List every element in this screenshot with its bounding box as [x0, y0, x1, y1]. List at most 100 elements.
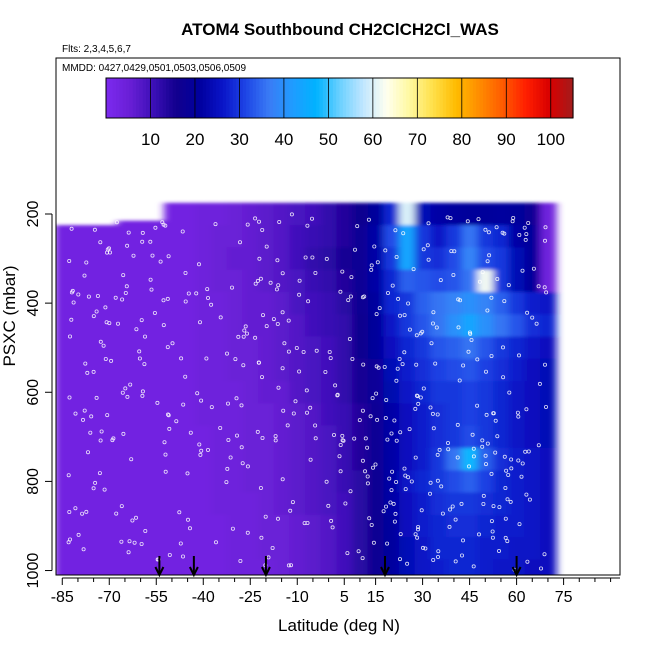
heatmap-cell — [56, 314, 71, 338]
heatmap-cell — [336, 247, 353, 271]
heatmap-cell — [352, 425, 369, 449]
heatmap-cell — [179, 514, 197, 538]
sample-marker — [335, 392, 340, 397]
colorbar-segment — [229, 78, 234, 118]
heatmap-cell — [226, 448, 244, 472]
sample-markers — [66, 212, 549, 572]
heatmap-cell — [164, 559, 181, 575]
heatmap-cell — [399, 247, 416, 271]
heatmap-cell — [524, 269, 541, 293]
heatmap-cell — [211, 470, 228, 494]
heatmap-cell — [70, 537, 87, 561]
sample-marker — [409, 479, 414, 484]
sample-marker — [165, 412, 170, 417]
heatmap-cell — [85, 448, 103, 472]
sample-marker — [456, 297, 461, 302]
colorbar-segment — [546, 78, 551, 118]
colorbar-tick-label: 100 — [537, 130, 565, 149]
heatmap-cell — [446, 425, 463, 449]
heatmap-cell — [383, 247, 400, 271]
sample-marker — [132, 540, 137, 545]
heatmap-cell — [101, 381, 118, 405]
heatmap-cell — [273, 247, 291, 271]
sample-marker — [183, 299, 188, 304]
heatmap-cell — [399, 559, 416, 575]
y-tick-label: 800 — [25, 468, 42, 495]
colorbar-segment — [132, 78, 137, 118]
heatmap-cell — [383, 448, 400, 472]
sample-marker — [445, 440, 450, 445]
colorbar — [105, 77, 574, 119]
heatmap-cell — [305, 336, 322, 360]
colorbar-segment — [502, 78, 507, 118]
colorbar-segment — [456, 78, 461, 118]
colorbar-segment — [202, 78, 207, 118]
sample-marker — [419, 508, 424, 513]
sample-marker — [268, 280, 273, 285]
colorbar-segment — [492, 78, 497, 118]
heatmap-cell — [461, 225, 479, 249]
sample-marker — [264, 244, 269, 249]
sample-marker — [105, 413, 110, 418]
sample-marker — [93, 480, 98, 485]
heatmap-cell — [477, 314, 494, 338]
sample-marker — [510, 219, 515, 224]
sample-marker — [471, 564, 476, 569]
colorbar-segment — [476, 78, 481, 118]
heatmap-cell — [399, 225, 416, 249]
colorbar-segment — [252, 78, 257, 118]
sample-marker — [381, 509, 386, 514]
heatmap-cell — [70, 403, 87, 427]
colorbar-segment — [179, 78, 184, 118]
heatmap-cell — [320, 403, 338, 427]
sample-marker — [453, 517, 458, 522]
heatmap-cell — [446, 448, 463, 472]
heatmap-cell — [540, 292, 557, 316]
sample-marker — [387, 476, 392, 481]
heatmap-cell — [242, 202, 259, 226]
sample-marker — [270, 546, 275, 551]
heatmap-cell — [117, 381, 134, 405]
sample-marker — [238, 559, 243, 564]
heatmap-cell — [320, 425, 338, 449]
sample-marker — [439, 484, 444, 489]
colorbar-segment — [402, 78, 407, 118]
sample-marker — [362, 294, 367, 299]
sample-marker — [85, 370, 90, 375]
flight-arrows — [154, 556, 522, 578]
colorbar-segment — [289, 78, 294, 118]
heatmap-cell — [414, 470, 432, 494]
heatmap-cell — [367, 247, 385, 271]
heatmap-cell — [242, 314, 259, 338]
sample-marker — [260, 435, 265, 440]
sample-marker — [503, 516, 508, 521]
heatmap-cell — [399, 537, 416, 561]
heatmap-cell — [195, 470, 212, 494]
sample-marker — [522, 225, 527, 230]
heatmap-cell — [430, 403, 447, 427]
colorbar-tick-label: 70 — [408, 130, 427, 149]
sample-marker — [260, 313, 265, 318]
colorbar-segment — [516, 78, 521, 118]
heatmap-cell — [132, 448, 150, 472]
sample-marker — [446, 447, 451, 452]
heatmap-cell — [226, 202, 244, 226]
colorbar-tick-label: 30 — [230, 130, 249, 149]
heatmap-cell — [56, 559, 71, 575]
colorbar-segment — [189, 78, 194, 118]
sample-marker — [199, 398, 204, 403]
sample-marker — [294, 345, 299, 350]
sample-marker — [263, 514, 268, 519]
sample-marker — [89, 414, 94, 419]
heatmap-cell — [430, 559, 447, 575]
heatmap-cell — [320, 448, 338, 472]
heatmap-cell — [461, 537, 479, 561]
sample-marker — [101, 343, 106, 348]
sample-marker — [338, 442, 343, 447]
heatmap-cell — [258, 314, 275, 338]
heatmap-cell — [477, 559, 494, 575]
heatmap-cell — [446, 514, 463, 538]
sample-marker — [483, 227, 488, 232]
colorbar-segment — [426, 78, 431, 118]
sample-marker — [544, 290, 549, 295]
